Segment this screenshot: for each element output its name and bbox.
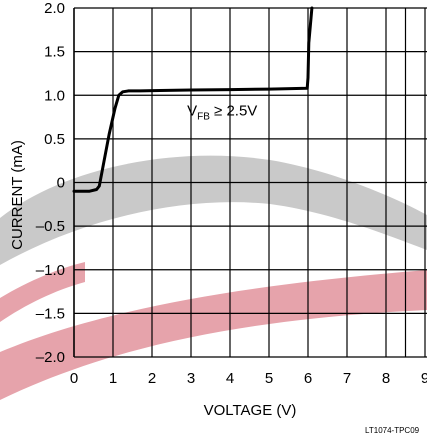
annotations: VFB ≥ 2.5V <box>187 102 257 122</box>
y-tick-label: 1.0 <box>44 87 65 104</box>
x-tick-label: 8 <box>382 370 390 387</box>
y-tick-label: –1.0 <box>36 262 65 279</box>
y-axis-title: CURRENT (mA) <box>9 140 26 250</box>
y-tick-label: 1.5 <box>44 44 65 61</box>
x-tick-label: 6 <box>304 370 312 387</box>
x-tick-label: 3 <box>187 370 195 387</box>
x-tick-label: 9 <box>421 370 427 387</box>
x-tick-label: 2 <box>148 370 156 387</box>
x-tick-label: 4 <box>226 370 234 387</box>
figure-code: LT1074-TPC09 <box>365 426 420 435</box>
x-tick-label: 0 <box>70 370 78 387</box>
x-axis-title: VOLTAGE (V) <box>204 402 297 419</box>
y-tick-label: 2.0 <box>44 0 65 17</box>
x-tick-label: 5 <box>265 370 273 387</box>
y-tick-label: 0 <box>57 175 65 192</box>
x-tick-label: 7 <box>343 370 351 387</box>
y-tick-label: –2.0 <box>36 349 65 366</box>
y-tick-label: –1.5 <box>36 305 65 322</box>
y-tick-label: 0.5 <box>44 131 65 148</box>
y-tick-label: –0.5 <box>36 218 65 235</box>
annotation-vfb: VFB ≥ 2.5V <box>187 102 257 122</box>
x-tick-label: 1 <box>109 370 117 387</box>
